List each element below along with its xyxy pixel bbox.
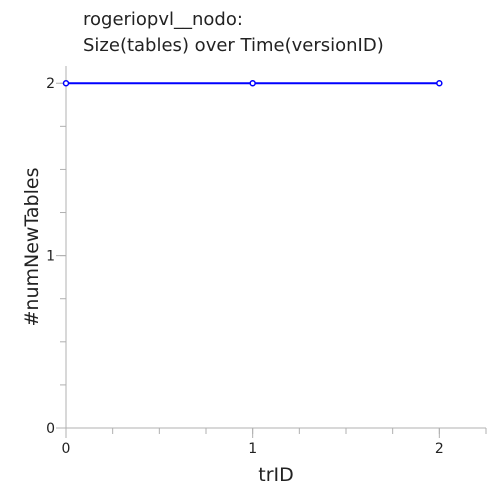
y-axis-label: #numNewTables — [21, 168, 43, 327]
x-tick-label: 2 — [435, 441, 444, 457]
y-tick-label: 2 — [46, 76, 55, 92]
data-point — [62, 79, 70, 87]
chart-title: rogeriopvl__nodo: Size(tables) over Time… — [83, 7, 384, 59]
y-tick-label: 1 — [46, 249, 55, 265]
data-point — [436, 79, 443, 87]
series-group — [62, 79, 443, 87]
x-minor-ticks — [65, 428, 487, 434]
chart-title-line-1: rogeriopvl__nodo: — [83, 9, 243, 30]
y-tick-label: 0 — [46, 421, 55, 437]
x-ticks: 0 1 2 — [62, 428, 444, 457]
data-point — [249, 79, 256, 87]
chart-title-line-2: Size(tables) over Time(versionID) — [83, 35, 384, 56]
y-ticks: 0 1 2 — [46, 76, 66, 437]
x-tick-label: 1 — [248, 441, 257, 457]
x-axis-label: trID — [258, 464, 294, 486]
axes — [65, 66, 486, 429]
x-tick-label: 0 — [62, 441, 71, 457]
